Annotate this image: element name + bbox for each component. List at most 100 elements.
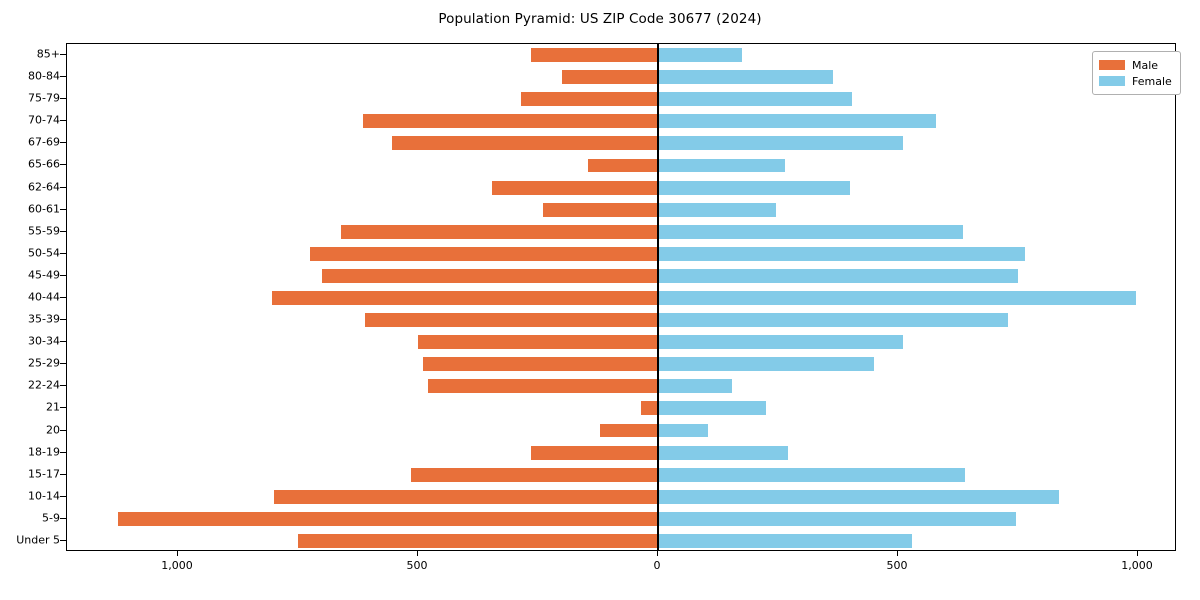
bar-male[interactable] [521,92,658,107]
bar-male[interactable] [427,379,658,394]
y-axis-tick-label: 5-9 [42,511,60,525]
bar-female[interactable] [658,511,1016,526]
bar-male[interactable] [410,467,658,482]
bar-male[interactable] [530,445,658,460]
bar-male[interactable] [600,423,658,438]
bar-row [67,357,1175,372]
bar-male[interactable] [418,335,658,350]
bar-female[interactable] [658,48,742,62]
y-axis-tick-label: 55-59 [28,224,60,238]
bar-female[interactable] [658,92,853,107]
bar-row [67,445,1175,460]
bar-female[interactable] [658,534,913,548]
y-axis-tick [60,76,66,78]
bar-row [67,379,1175,394]
bar-female[interactable] [658,268,1018,283]
bar-female[interactable] [658,158,786,173]
y-axis-tick-label: Under 5 [16,533,60,547]
bar-row [67,48,1175,62]
y-axis-tick-label: 18-19 [28,445,60,459]
bar-row [67,92,1175,107]
y-axis-tick [60,252,66,254]
bar-female[interactable] [658,114,937,129]
bar-female[interactable] [658,246,1026,261]
bar-female[interactable] [658,401,766,416]
bar-male[interactable] [492,180,658,195]
x-axis-tick [177,551,178,556]
bar-row [67,180,1175,195]
chart-title: Population Pyramid: US ZIP Code 30677 (2… [438,11,762,27]
y-axis-tick-label: 60-61 [28,202,60,216]
y-axis-tick [60,407,66,409]
bar-female[interactable] [658,379,733,394]
legend: Male Female [1092,51,1181,95]
y-axis-tick-label: 70-74 [28,113,60,127]
bar-male[interactable] [310,246,658,261]
bar-male[interactable] [391,136,658,151]
bar-female[interactable] [658,291,1136,305]
bar-row [67,534,1175,548]
bar-female[interactable] [658,180,850,195]
bar-female[interactable] [658,202,776,217]
y-axis-tick-label: 10-14 [28,489,60,503]
legend-item[interactable]: Female [1099,73,1172,89]
bar-female[interactable] [658,467,966,482]
y-axis-tick [60,363,66,365]
bar-row [67,202,1175,217]
bar-male[interactable] [118,511,658,526]
x-axis-ticks [66,551,1176,557]
bar-male[interactable] [362,114,658,129]
y-axis-tick [60,186,66,188]
bars-layer [67,44,1175,550]
bar-male[interactable] [271,291,658,305]
bar-female[interactable] [658,313,1009,328]
y-axis-tick [60,297,66,298]
y-axis-tick [60,274,66,276]
y-axis-tick [60,385,66,387]
bar-row [67,224,1175,239]
bar-row [67,114,1175,129]
bar-row [67,70,1175,85]
bar-female[interactable] [658,70,834,85]
x-axis-tick [1137,551,1138,556]
x-axis-tick-label: 500 [406,559,428,572]
y-axis-tick [60,517,66,519]
bar-female[interactable] [658,335,903,350]
bar-male[interactable] [562,70,658,85]
bar-male[interactable] [365,313,658,328]
bar-male[interactable] [274,489,658,504]
bar-female[interactable] [658,224,963,239]
y-axis-tick-label: 15-17 [28,467,60,481]
bar-female[interactable] [658,357,874,372]
y-axis-tick [60,539,66,541]
bar-row [67,489,1175,504]
bar-male[interactable] [530,48,658,62]
bar-row [67,246,1175,261]
bar-male[interactable] [298,534,658,548]
x-axis-tick-label: 0 [653,559,661,572]
y-axis-tick [60,429,66,431]
x-axis-tick [897,551,898,556]
y-axis-tick [60,164,66,166]
y-axis-tick [60,341,66,343]
bar-female[interactable] [658,136,903,151]
bar-male[interactable] [542,202,658,217]
bar-female[interactable] [658,423,709,438]
bar-male[interactable] [641,401,658,416]
plot-area [66,43,1176,551]
legend-label: Female [1132,74,1172,88]
bar-female[interactable] [658,489,1059,504]
bar-male[interactable] [322,268,658,283]
bar-male[interactable] [422,357,658,372]
bar-male[interactable] [341,224,658,239]
bar-row [67,511,1175,526]
bar-female[interactable] [658,445,788,460]
x-axis-tick [657,551,658,556]
x-axis-tick [417,551,418,556]
bar-male[interactable] [588,158,658,173]
bar-row [67,335,1175,350]
legend-label: Male [1132,58,1159,72]
legend-item[interactable]: Male [1099,57,1172,73]
bar-row [67,423,1175,438]
